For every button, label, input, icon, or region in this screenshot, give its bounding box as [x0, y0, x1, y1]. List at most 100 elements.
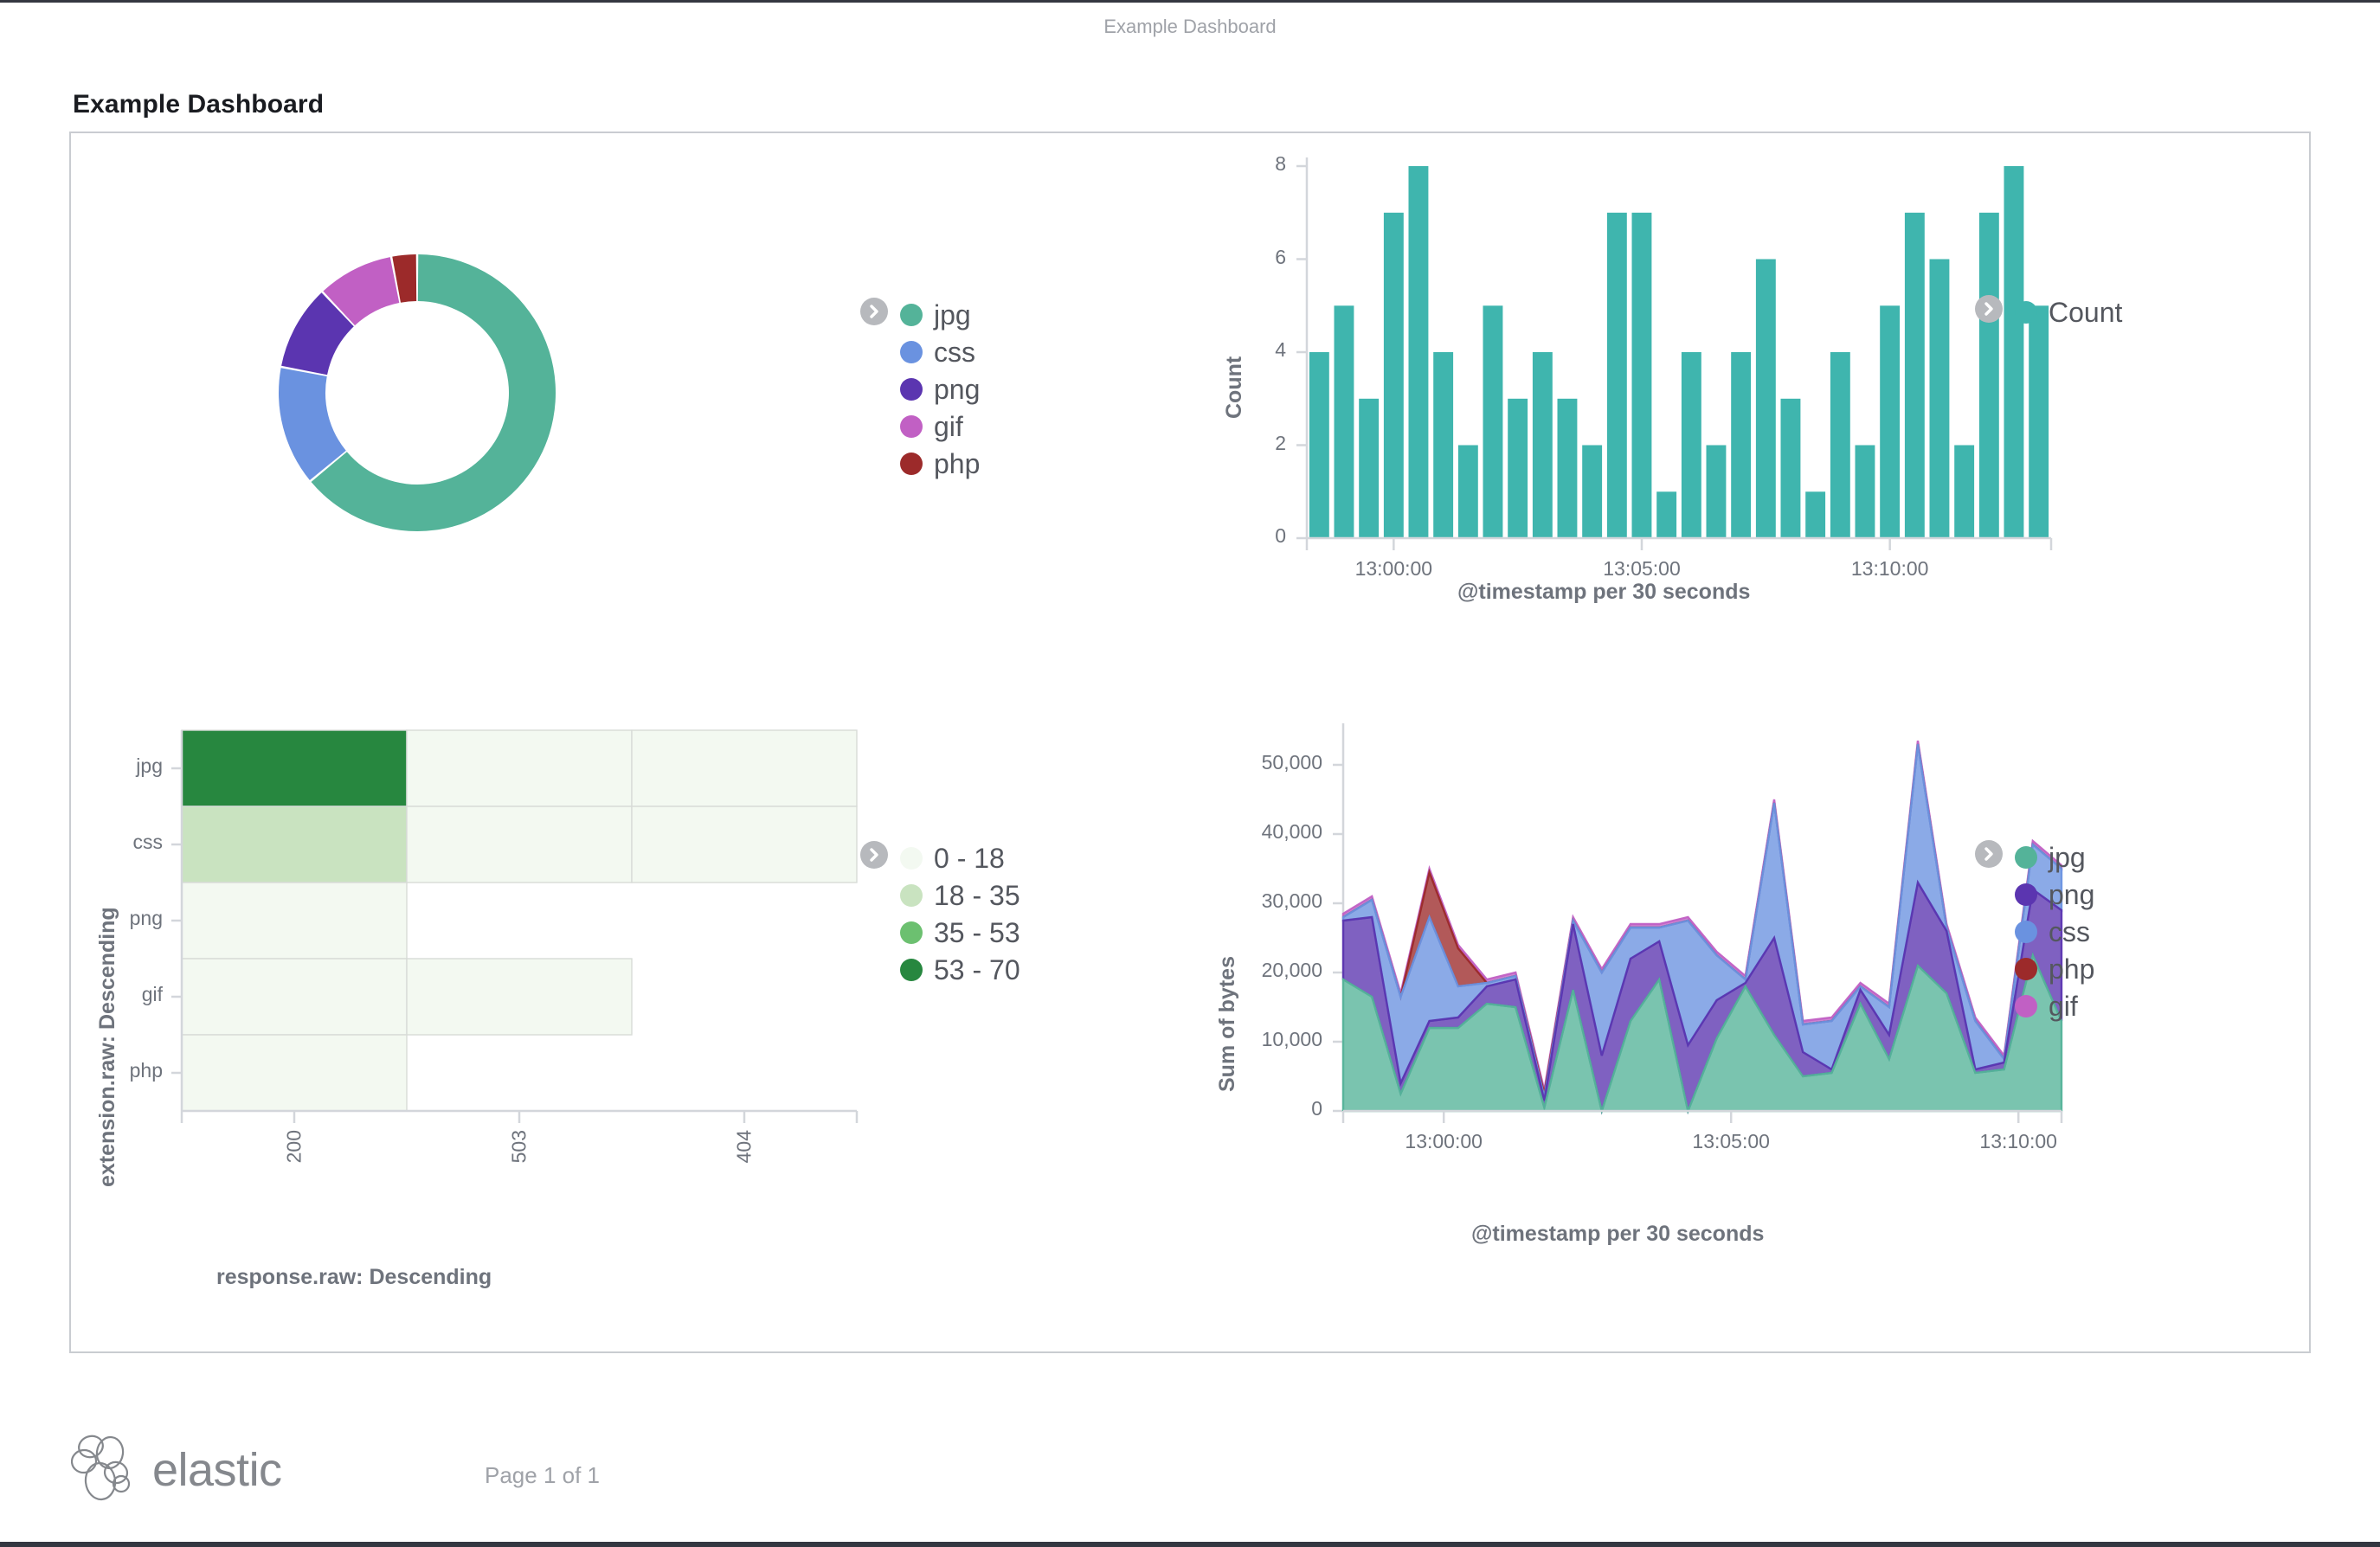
legend-item[interactable]: gif	[900, 408, 980, 445]
heatmap-x-tick: 404	[732, 1130, 756, 1164]
chevron-right-icon	[870, 305, 878, 318]
bar[interactable]	[1457, 445, 1478, 539]
legend-item[interactable]: png	[900, 370, 980, 408]
legend-item-list: jpg css png gif php	[900, 296, 980, 482]
bar-chart-x-tick: 13:00:00	[1354, 557, 1433, 580]
heatmap-y-tick: gif	[141, 983, 163, 1005]
bar[interactable]	[1755, 259, 1776, 539]
bar[interactable]	[1631, 212, 1652, 539]
legend-item[interactable]: gif	[2015, 987, 2094, 1024]
bar[interactable]	[1383, 212, 1404, 539]
heatmap-svg[interactable]	[71, 704, 936, 1345]
legend-item[interactable]: 18 - 35	[900, 876, 1020, 914]
bar[interactable]	[1830, 352, 1850, 538]
legend-item[interactable]: 35 - 53	[900, 914, 1020, 951]
bar[interactable]	[1582, 445, 1603, 539]
heatmap-cell[interactable]	[181, 806, 408, 883]
heatmap-x-tick: 503	[507, 1130, 531, 1164]
heatmap-cell[interactable]	[181, 958, 408, 1036]
donut-slice-css[interactable]	[279, 368, 346, 480]
bar-chart-y-tick: 2	[1275, 431, 1286, 454]
legend-item-label: 18 - 35	[934, 879, 1020, 911]
area-chart-x-tick: 13:10:00	[1979, 1130, 2057, 1152]
heatmap-cell[interactable]	[631, 729, 858, 807]
bar[interactable]	[1731, 352, 1752, 538]
bar[interactable]	[1483, 305, 1503, 539]
legend-item[interactable]: css	[900, 333, 980, 370]
heatmap-cell[interactable]	[181, 882, 408, 960]
dashboard-panel: jpg css png gif php 0 2 4 6 8 13:00:00 13:05:00 13…	[69, 132, 2311, 1353]
area-chart-y-tick: 50,000	[1261, 751, 1322, 774]
bar[interactable]	[1359, 398, 1380, 539]
bar[interactable]	[1408, 166, 1429, 538]
bar[interactable]	[1557, 398, 1578, 539]
legend-item[interactable]: php	[900, 445, 980, 482]
heatmap-cell[interactable]	[406, 806, 633, 883]
area-chart-y-tick: 0	[1311, 1097, 1322, 1120]
legend-item[interactable]: php	[2015, 950, 2094, 987]
donut-slice-php[interactable]	[392, 254, 417, 303]
legend-expand-toggle[interactable]	[860, 298, 888, 325]
legend-item-label: png	[934, 373, 981, 405]
heatmap-cell[interactable]	[631, 806, 858, 883]
legend-item[interactable]: jpg	[2015, 838, 2094, 876]
bar-chart-svg[interactable]	[1196, 133, 2312, 704]
bar[interactable]	[1508, 398, 1528, 539]
bar[interactable]	[1681, 352, 1701, 538]
legend-item[interactable]: jpg	[900, 296, 980, 333]
bar-chart-y-tick: 8	[1275, 152, 1286, 175]
elastic-logo: elastic	[71, 1435, 282, 1505]
legend-expand-toggle[interactable]	[1975, 840, 2003, 868]
bar[interactable]	[2004, 166, 2024, 538]
legend-item[interactable]: Count	[2015, 293, 2122, 331]
bar[interactable]	[1309, 352, 1329, 538]
donut-slice-gif[interactable]	[323, 257, 400, 326]
legend-expand-toggle[interactable]	[1975, 295, 2003, 323]
donut-slice-png[interactable]	[281, 292, 354, 376]
area-chart-x-axis-title: @timestamp per 30 seconds	[1471, 1222, 1765, 1246]
bar[interactable]	[1606, 212, 1627, 539]
bar[interactable]	[1954, 445, 1975, 539]
print-footer	[0, 1410, 2380, 1547]
bar-chart-y-axis	[1296, 157, 1309, 540]
legend-item[interactable]: png	[2015, 876, 2094, 913]
bar[interactable]	[1433, 352, 1454, 538]
chevron-right-icon	[1984, 847, 1993, 861]
heatmap-cell[interactable]	[181, 729, 408, 807]
bar[interactable]	[1904, 212, 1925, 539]
heatmap-cells	[181, 729, 858, 1112]
bar-chart-x-tick: 13:05:00	[1603, 557, 1681, 580]
heatmap-cell[interactable]	[406, 958, 633, 1036]
bar[interactable]	[1929, 259, 1950, 539]
legend-item[interactable]: css	[2015, 913, 2094, 950]
legend-item-label: jpg	[2049, 841, 2086, 873]
legend-color-dot	[900, 340, 923, 363]
legend-color-dot	[2015, 845, 2037, 869]
bar[interactable]	[1656, 491, 1677, 539]
bar[interactable]	[1978, 212, 1999, 539]
area-chart-y-tick: 20,000	[1261, 959, 1322, 981]
bar[interactable]	[1855, 445, 1875, 539]
legend-item-label: Count	[2049, 296, 2123, 328]
heatmap-cell[interactable]	[181, 1034, 408, 1112]
legend-expand-toggle[interactable]	[860, 841, 888, 869]
legend-item-label: jpg	[934, 298, 971, 331]
area-chart-x-tick: 13:00:00	[1405, 1130, 1483, 1152]
donut-slice-jpg[interactable]	[311, 254, 556, 532]
donut-chart-svg[interactable]	[71, 133, 936, 704]
bar[interactable]	[1532, 352, 1553, 538]
area-chart-svg[interactable]	[1196, 704, 2312, 1345]
heatmap-cell[interactable]	[406, 729, 633, 807]
bar[interactable]	[1805, 491, 1826, 539]
bar[interactable]	[1334, 305, 1354, 539]
bar-chart-y-tick: 4	[1275, 338, 1286, 361]
viz-response-heatmap: jpg css png gif php 200 503 404 extension.raw:…	[71, 704, 936, 1345]
bar[interactable]	[2029, 305, 2049, 539]
bar[interactable]	[1880, 305, 1901, 539]
legend-item[interactable]: 0 - 18	[900, 839, 1020, 876]
legend-item[interactable]: 53 - 70	[900, 951, 1020, 988]
legend-color-dot	[2015, 994, 2037, 1017]
bar[interactable]	[1706, 445, 1727, 539]
legend-item-label: gif	[934, 410, 963, 442]
bar[interactable]	[1780, 398, 1801, 539]
